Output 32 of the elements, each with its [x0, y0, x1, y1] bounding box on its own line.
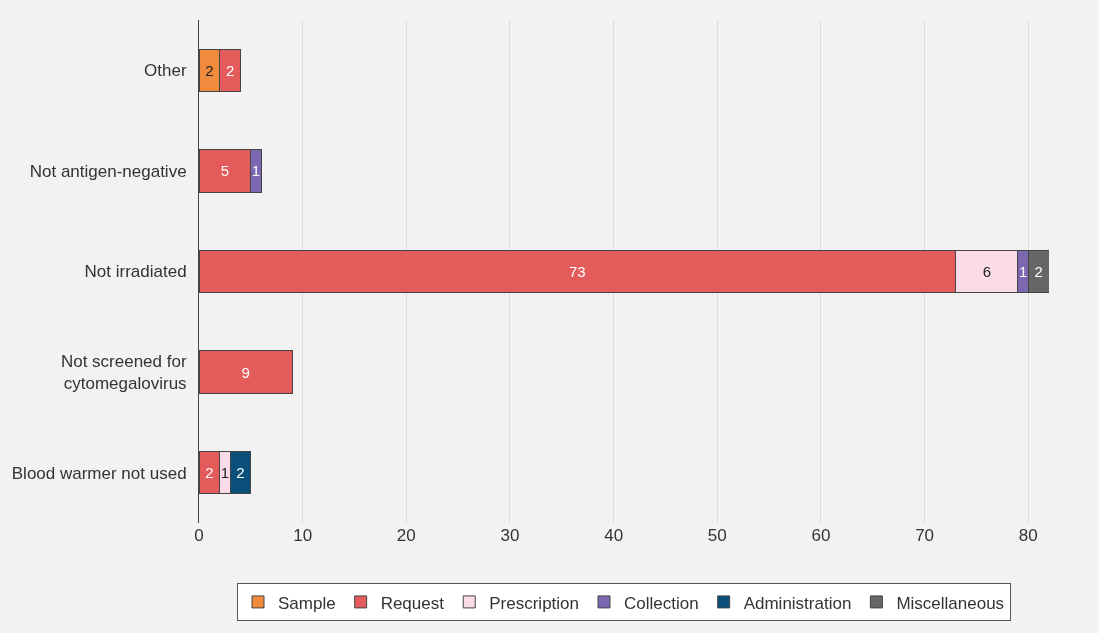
x-tick-label: 30: [500, 526, 520, 545]
legend-label: Request: [380, 593, 445, 613]
legend-label: Sample: [278, 593, 336, 613]
legend-label: Administration: [743, 593, 852, 613]
data-label: 1: [251, 162, 261, 180]
x-tick-label: 80: [1018, 526, 1038, 545]
y-tick-label: Not irradiated: [84, 262, 187, 282]
x-tick-label: 60: [811, 526, 831, 545]
y-tick-label: Not antigen-negative: [29, 161, 187, 181]
data-label: 9: [241, 363, 250, 381]
x-tick-label: 40: [604, 526, 624, 545]
data-label: 1: [1018, 263, 1028, 280]
data-label: 2: [236, 464, 245, 482]
legend-label: Prescription: [489, 593, 579, 613]
x-tick-label: 70: [915, 526, 935, 545]
legend-label: Collection: [624, 593, 699, 613]
data-label: 6: [982, 263, 991, 280]
data-label: 73: [569, 263, 586, 280]
data-label: 1: [220, 464, 230, 482]
x-tick-label: 50: [707, 526, 727, 545]
y-tick-label: Not screened for cytomegalovirus: [60, 352, 187, 394]
data-label: 2: [205, 464, 214, 482]
x-tick-label: 20: [396, 526, 416, 545]
legend-label: Miscellaneous: [896, 593, 1005, 613]
x-tick-label: 10: [293, 526, 313, 545]
y-tick-label: Blood warmer not used: [11, 463, 187, 483]
data-label: 2: [225, 61, 235, 79]
x-tick-label: 0: [194, 526, 204, 545]
data-label: 5: [220, 162, 230, 180]
data-label: 2: [1034, 263, 1043, 280]
data-label: 2: [205, 61, 214, 79]
y-tick-label: Other: [144, 61, 187, 81]
